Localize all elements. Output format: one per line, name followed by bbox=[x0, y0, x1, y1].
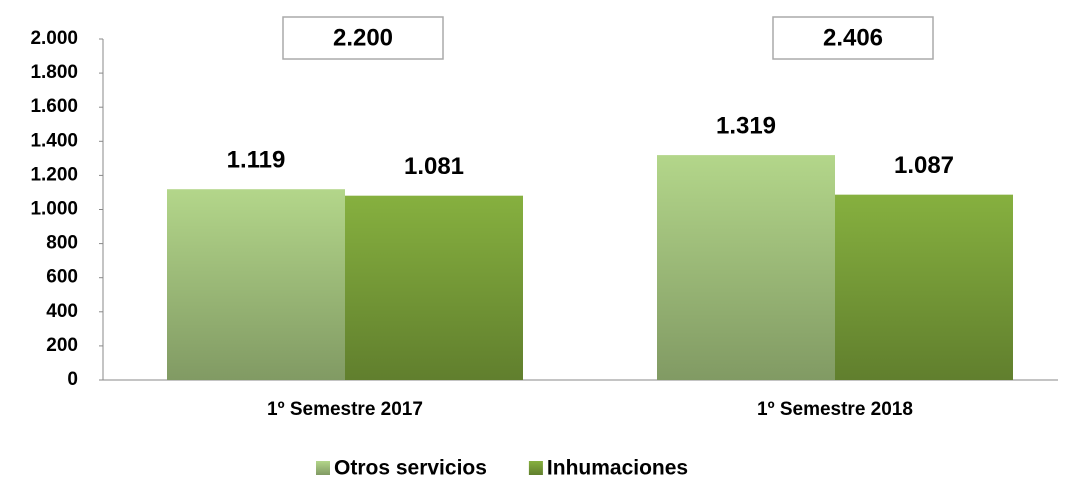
bar-shade bbox=[835, 194, 1013, 380]
data-label: 1.319 bbox=[716, 112, 776, 139]
y-tick-label: 1.000 bbox=[30, 199, 78, 220]
total-box bbox=[282, 16, 444, 60]
y-tick-label: 600 bbox=[46, 267, 78, 288]
legend-swatch-shade bbox=[316, 461, 330, 475]
data-label: 1.119 bbox=[227, 147, 286, 174]
bar-shade bbox=[657, 155, 835, 380]
y-tick-label: 2.000 bbox=[30, 28, 78, 49]
data-label: 1.081 bbox=[404, 153, 464, 180]
legend-label: Otros servicios bbox=[334, 457, 487, 480]
y-tick-label: 200 bbox=[46, 335, 78, 356]
total-label: 2.406 bbox=[823, 24, 883, 51]
legend-swatch-shade bbox=[528, 461, 543, 475]
x-tick-label: 1º Semestre 2017 bbox=[267, 399, 423, 420]
legend-label: Inhumaciones bbox=[547, 457, 688, 480]
y-tick-label: 1.400 bbox=[30, 130, 78, 151]
total-box bbox=[772, 16, 934, 60]
y-tick-label: 1.200 bbox=[30, 164, 78, 185]
y-tick-label: 1.600 bbox=[30, 96, 78, 117]
y-tick-label: 0 bbox=[67, 369, 78, 390]
bar-shade bbox=[345, 195, 523, 380]
y-tick-label: 1.800 bbox=[30, 62, 78, 83]
x-tick-label: 1º Semestre 2018 bbox=[757, 399, 913, 420]
bar-shade bbox=[167, 189, 345, 380]
total-label: 2.200 bbox=[333, 24, 393, 51]
data-label: 1.087 bbox=[894, 152, 954, 179]
y-tick-label: 400 bbox=[46, 301, 78, 322]
y-tick-label: 800 bbox=[46, 233, 78, 254]
